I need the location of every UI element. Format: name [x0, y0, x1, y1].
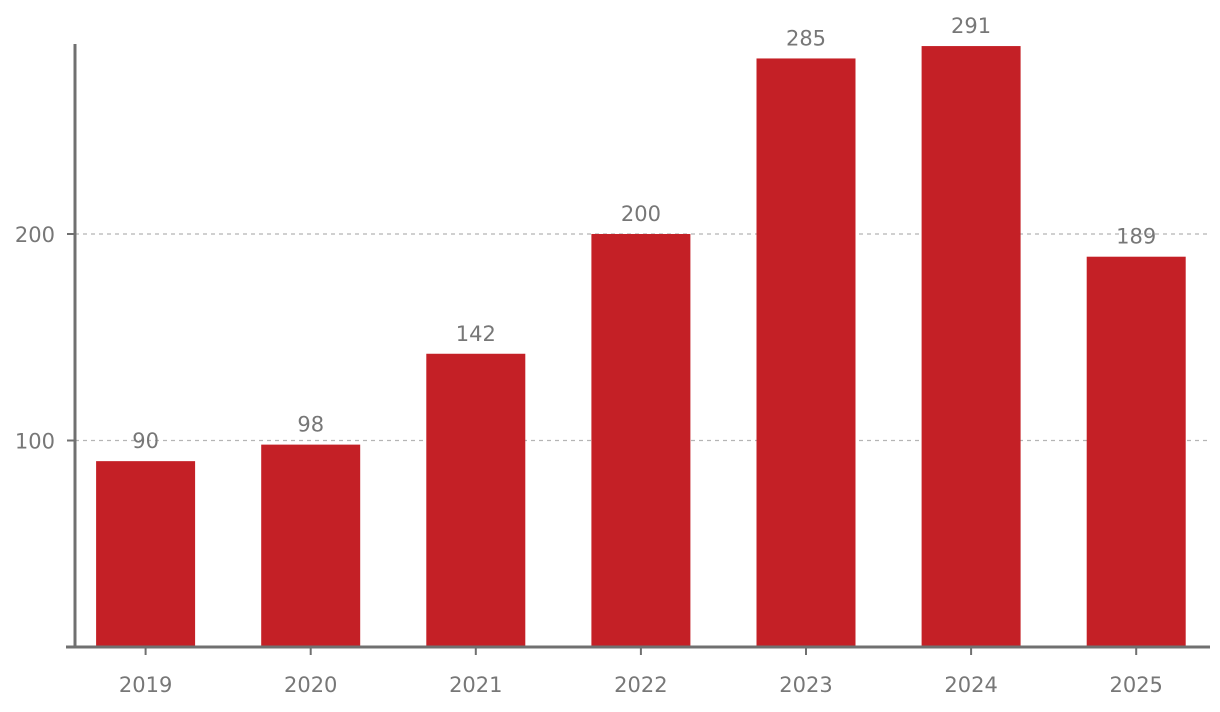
- x-tick-label-2021: 2021: [449, 673, 502, 697]
- bar-2021: [426, 353, 526, 647]
- bar-2020: [261, 444, 361, 647]
- data-label-2021: 142: [456, 322, 496, 346]
- bar-2024: [921, 46, 1021, 648]
- axes: [66, 44, 1210, 649]
- data-labels: 90 98 142 200 285 291 189: [132, 14, 1156, 453]
- grid-lines: [75, 233, 1210, 442]
- data-label-2020: 98: [297, 413, 324, 437]
- data-label-2022: 200: [621, 202, 661, 226]
- data-label-2023: 285: [786, 26, 826, 50]
- y-tick-label: 100: [15, 429, 55, 453]
- data-label-2019: 90: [132, 429, 159, 453]
- x-tick-label-2022: 2022: [614, 673, 667, 697]
- bar-2019: [96, 461, 196, 647]
- x-tick-label-2024: 2024: [944, 673, 997, 697]
- bar-2023: [756, 58, 856, 647]
- x-tick-label-2020: 2020: [284, 673, 337, 697]
- data-label-2025: 189: [1116, 225, 1156, 249]
- y-tick-label: 200: [15, 223, 55, 247]
- x-tick-label-2023: 2023: [779, 673, 832, 697]
- x-tick-label-2025: 2025: [1109, 673, 1162, 697]
- bar-2022: [591, 233, 691, 647]
- bars: [96, 46, 1186, 648]
- x-axis-ticks: 2019 2020 2021 2022 2023 2024 2025: [119, 647, 1163, 697]
- bar-2025: [1086, 256, 1186, 647]
- x-tick-label-2019: 2019: [119, 673, 172, 697]
- data-label-2024: 291: [951, 14, 991, 38]
- y-axis-ticks: 100 200: [15, 223, 75, 453]
